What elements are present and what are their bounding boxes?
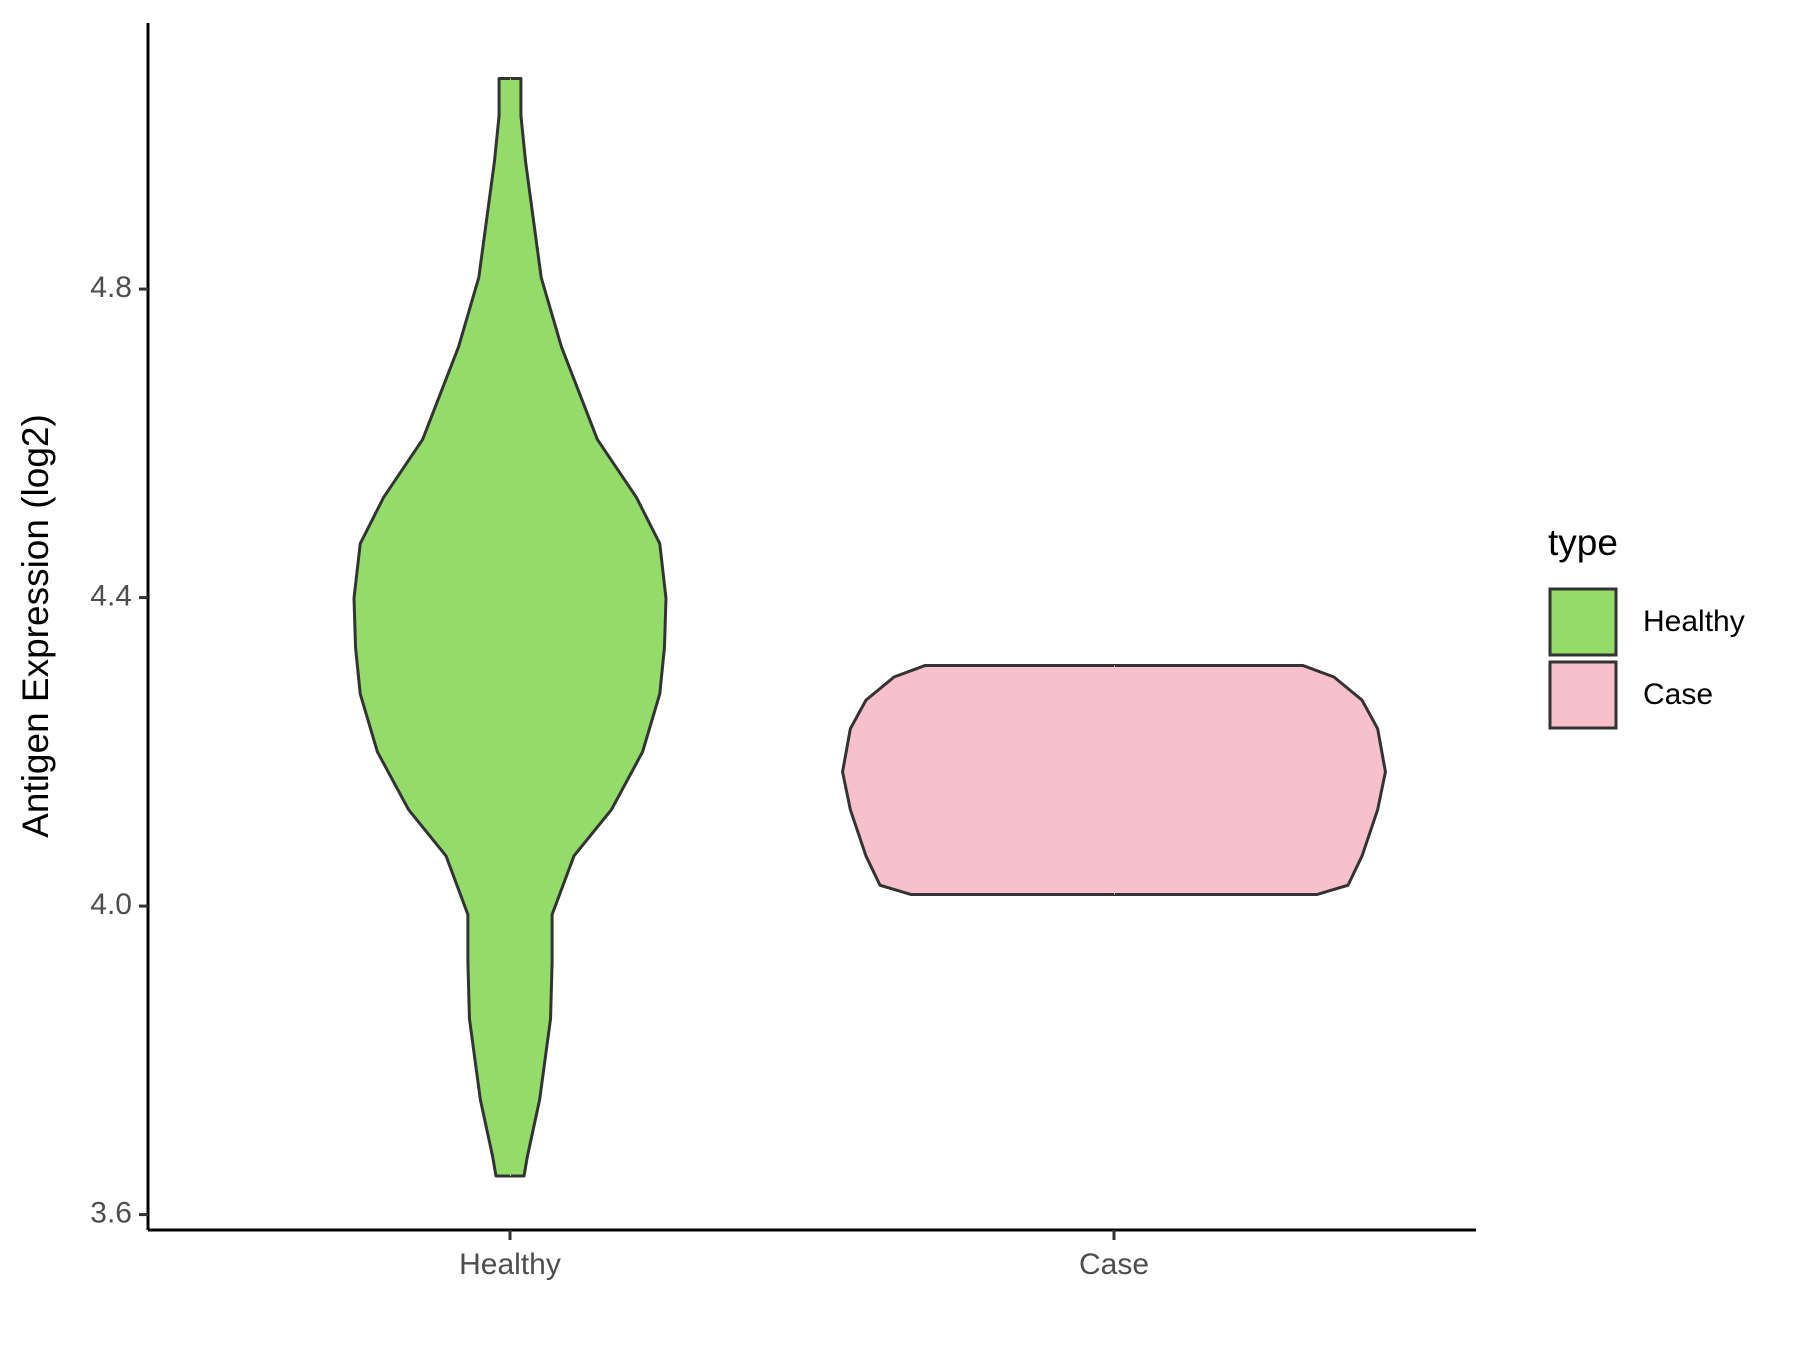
legend-label: Case: [1643, 678, 1713, 711]
x-tick-label: Healthy: [459, 1248, 561, 1281]
y-tick-label: 3.6: [90, 1196, 132, 1229]
y-axis-title: Antigen Expression (log2): [15, 414, 56, 838]
violin-outline: [841, 663, 1115, 897]
violin-outline: [352, 77, 511, 1178]
legend-key: [1548, 660, 1618, 730]
violin-outline: [1113, 663, 1387, 897]
violin-fill: [842, 665, 1115, 895]
violin-fill: [354, 78, 511, 1177]
violin-fill: [1113, 665, 1386, 895]
violin-outline: [509, 77, 668, 1178]
x-tick-label: Case: [1079, 1248, 1149, 1281]
legend-key: [1548, 587, 1618, 657]
violin-fill: [509, 78, 666, 1177]
y-tick-label: 4.4: [90, 580, 132, 613]
y-tick-label: 4.8: [90, 271, 132, 304]
y-tick-label: 4.0: [90, 888, 132, 921]
legend-title: type: [1548, 522, 1618, 563]
legend-label: Healthy: [1643, 605, 1745, 638]
